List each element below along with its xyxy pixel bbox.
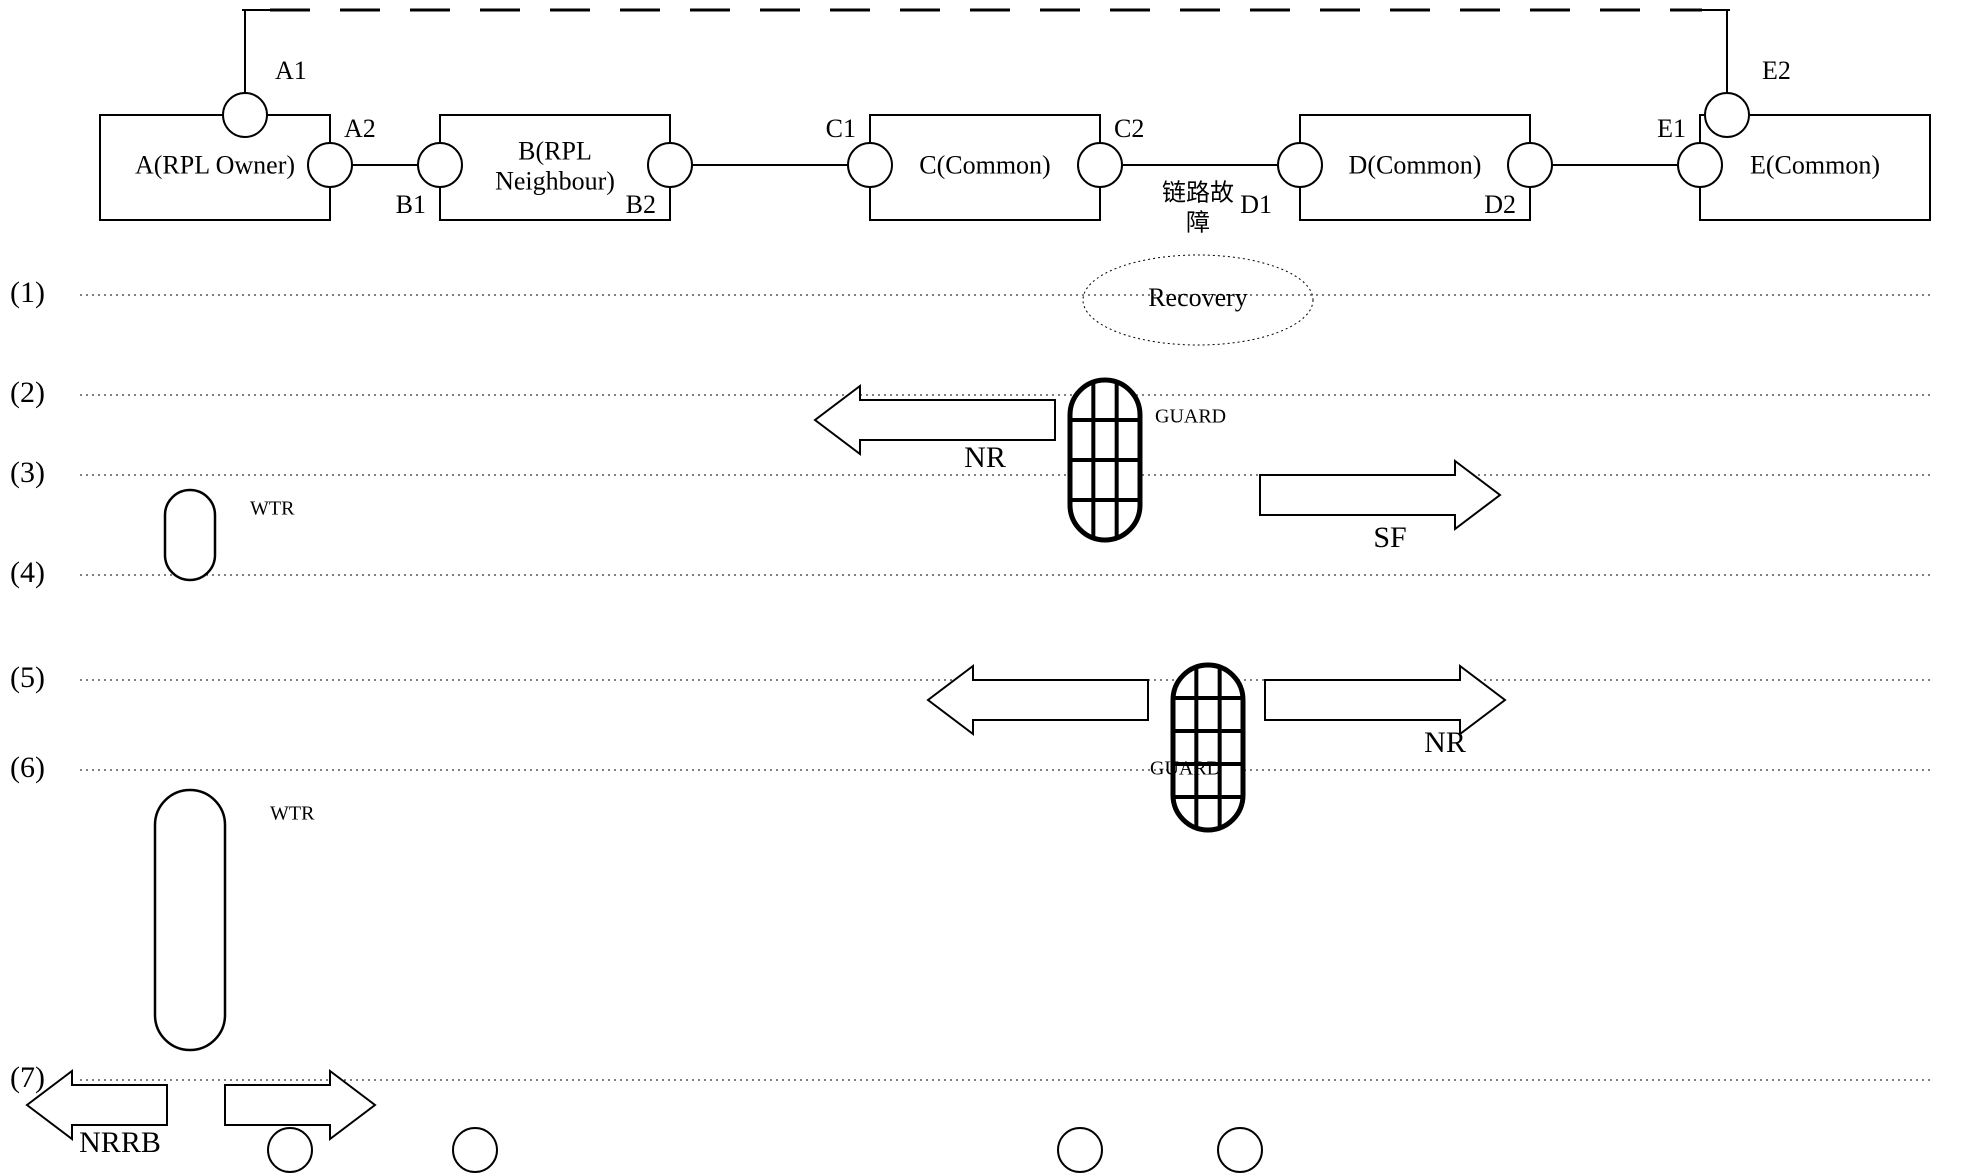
port-b1 (418, 143, 462, 187)
bottom-circle-1 (268, 1128, 312, 1172)
port-d2 (1508, 143, 1552, 187)
port-a2 (308, 143, 352, 187)
step-label-7: (7) (10, 1061, 45, 1094)
bottom-circle-4 (1218, 1128, 1262, 1172)
step-label-4: (4) (10, 556, 45, 589)
bottom-circle-2 (453, 1128, 497, 1172)
arrow-nr-left-2 (928, 666, 1148, 734)
bottom-circle-3 (1058, 1128, 1102, 1172)
wtr-2-label: WTR (270, 803, 315, 825)
node-c-label: C(Common) (919, 150, 1050, 179)
port-b2-label: B2 (626, 190, 656, 219)
recovery-label: Recovery (1148, 283, 1248, 312)
port-e1 (1678, 143, 1722, 187)
port-a1 (223, 93, 267, 137)
wtr-2 (155, 790, 225, 1050)
guard-2 (1173, 665, 1243, 830)
arrow-sf-right-label: SF (1373, 521, 1406, 554)
node-d-label: D(Common) (1349, 150, 1482, 179)
port-a2-label: A2 (344, 114, 376, 143)
arrow-nr-right-2 (1265, 666, 1505, 734)
guard-1-label: GUARD (1155, 406, 1226, 428)
arrow-nr-left-1 (815, 386, 1055, 454)
port-e1-label: E1 (1657, 114, 1686, 143)
port-c2 (1078, 143, 1122, 187)
step-label-2: (2) (10, 376, 45, 409)
svg-text:Neighbour): Neighbour) (495, 166, 615, 195)
port-d1 (1278, 143, 1322, 187)
arrow-nrrb-right (225, 1071, 375, 1139)
arrow-sf-right (1260, 461, 1500, 529)
port-d2-label: D2 (1484, 190, 1516, 219)
wtr-1-label: WTR (250, 498, 295, 520)
port-b1-label: B1 (396, 190, 426, 219)
step-label-6: (6) (10, 751, 45, 784)
port-b2 (648, 143, 692, 187)
guard-1 (1070, 380, 1140, 540)
port-c1-label: C1 (826, 114, 856, 143)
step-label-1: (1) (10, 276, 45, 309)
link-fault-label: 链路故 (1162, 180, 1234, 207)
arrow-nr-left-1-label: NR (964, 441, 1006, 474)
step-label-3: (3) (10, 456, 45, 489)
port-c2-label: C2 (1114, 114, 1144, 143)
port-a1-label: A1 (275, 56, 307, 85)
guard-2-label: GUARD (1150, 758, 1221, 780)
arrow-nrrb-left-label: NRRB (79, 1126, 161, 1159)
svg-text:障: 障 (1186, 210, 1210, 237)
port-d1-label: D1 (1240, 190, 1272, 219)
node-e-label: E(Common) (1750, 150, 1880, 179)
node-a-label: A(RPL Owner) (135, 150, 295, 179)
port-c1 (848, 143, 892, 187)
wtr-1 (165, 490, 215, 580)
arrow-nr-right-2-label: NR (1424, 726, 1466, 759)
port-e2 (1705, 93, 1749, 137)
port-e2-label: E2 (1762, 56, 1791, 85)
node-b-label: B(RPL (518, 136, 592, 165)
step-label-5: (5) (10, 661, 45, 694)
